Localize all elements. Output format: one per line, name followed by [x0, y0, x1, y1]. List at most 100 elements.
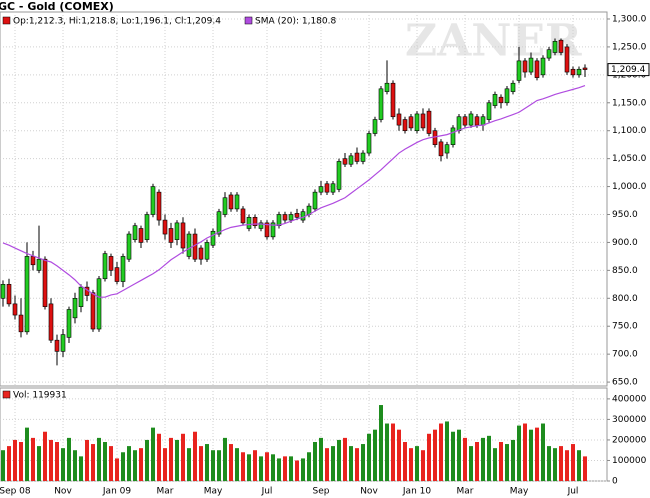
candle-body — [492, 94, 498, 106]
x-tick-label: Jul — [261, 487, 273, 497]
candle-body — [276, 214, 282, 226]
volume-bar — [13, 439, 17, 481]
candle-body — [210, 230, 216, 246]
volume-bar — [559, 446, 563, 481]
candle-body — [78, 286, 84, 307]
candle-body — [456, 116, 462, 132]
y-tick-label: 650.0 — [612, 378, 638, 388]
candle-body — [522, 60, 528, 73]
candle-body — [66, 309, 72, 338]
candle-body — [348, 155, 354, 165]
y-tick-label: 800.0 — [612, 294, 638, 304]
volume-bar — [235, 448, 239, 481]
candle-body — [0, 284, 6, 299]
volume-bar — [37, 446, 41, 481]
candle-body — [54, 339, 60, 352]
y-tick-label: 1,250.0 — [612, 42, 647, 52]
volume-bar — [55, 441, 59, 481]
volume-bar — [109, 446, 113, 481]
volume-bar — [139, 448, 143, 481]
candle-body — [168, 228, 174, 243]
volume-bar — [31, 437, 35, 481]
volume-bar — [7, 446, 11, 481]
x-tick-label: Mar — [457, 487, 474, 497]
candle-body — [378, 88, 384, 120]
volume-bar — [511, 439, 515, 481]
x-tick-label: Sep 08 — [0, 487, 31, 497]
volume-bar — [157, 433, 161, 481]
candle-body — [96, 278, 102, 330]
candle-body — [120, 256, 126, 282]
candle-body — [528, 57, 534, 73]
candle-body — [300, 211, 306, 221]
price-panel — [0, 11, 608, 387]
y2-tick-label: 100000 — [612, 456, 647, 466]
volume-bar — [271, 454, 275, 481]
volume-bar — [205, 444, 209, 481]
candle-body — [396, 113, 402, 126]
legend-text: SMA (20): 1,180.8 — [255, 17, 336, 27]
candle-body — [198, 247, 204, 260]
volume-bar — [331, 446, 335, 481]
volume-bar — [253, 450, 257, 481]
volume-bar — [457, 429, 461, 481]
x-tick-label: Nov — [54, 487, 72, 497]
y-tick-label: 900.0 — [612, 238, 638, 248]
volume-bar — [97, 437, 101, 481]
volume-bar — [91, 444, 95, 481]
candle-body — [108, 256, 114, 271]
y-tick-label: 1,050.0 — [612, 154, 647, 164]
volume-bar — [415, 446, 419, 481]
candle-body — [294, 213, 300, 218]
volume-bar — [151, 427, 155, 481]
volume-bar — [571, 444, 575, 481]
candle-body — [384, 82, 390, 92]
x-tick-label: Mar — [157, 487, 174, 497]
y2-tick-label: 400000 — [612, 394, 647, 404]
candle-body — [234, 194, 240, 210]
volume-bar — [499, 441, 503, 481]
candle-body — [228, 194, 234, 210]
candle-body — [318, 186, 324, 193]
candle-body — [216, 211, 222, 235]
volume-bar — [403, 441, 407, 481]
volume-bar — [439, 423, 443, 481]
candle-body — [114, 267, 120, 282]
candle-body — [546, 49, 552, 59]
volume-bar — [67, 437, 71, 481]
watermark: ZANER — [405, 16, 582, 67]
volume-bar — [259, 456, 263, 481]
candle-body — [486, 102, 492, 120]
volume-bar — [241, 452, 245, 481]
candle-body — [420, 113, 426, 129]
y-tick-label: 1,300.0 — [612, 14, 647, 24]
volume-bar — [427, 433, 431, 481]
volume-bar — [283, 456, 287, 481]
volume-bar — [289, 456, 293, 481]
last-price-box — [607, 63, 650, 77]
candle-body — [444, 144, 450, 154]
volume-bar — [529, 429, 533, 481]
volume-bar — [79, 456, 83, 481]
candle-body — [576, 68, 582, 76]
volume-bar — [385, 423, 389, 481]
candle-body — [174, 222, 180, 240]
candle-body — [282, 214, 288, 221]
y2-tick-label: 200000 — [612, 435, 647, 445]
candle-body — [468, 113, 474, 126]
volume-bar — [517, 425, 521, 481]
volume-bar — [391, 423, 395, 481]
volume-bar — [475, 441, 479, 481]
y-tick-label: 700.0 — [612, 350, 638, 360]
volume-bar — [325, 448, 329, 481]
candle-body — [6, 284, 12, 305]
volume-bar — [541, 423, 545, 481]
last-price-label: 1,209.4 — [611, 65, 646, 75]
y-tick-label: 850.0 — [612, 266, 638, 276]
candle-body — [138, 228, 144, 243]
volume-bar — [433, 429, 437, 481]
y-tick-label: 750.0 — [612, 322, 638, 332]
candle-body — [258, 222, 264, 229]
volume-bar — [61, 448, 65, 481]
